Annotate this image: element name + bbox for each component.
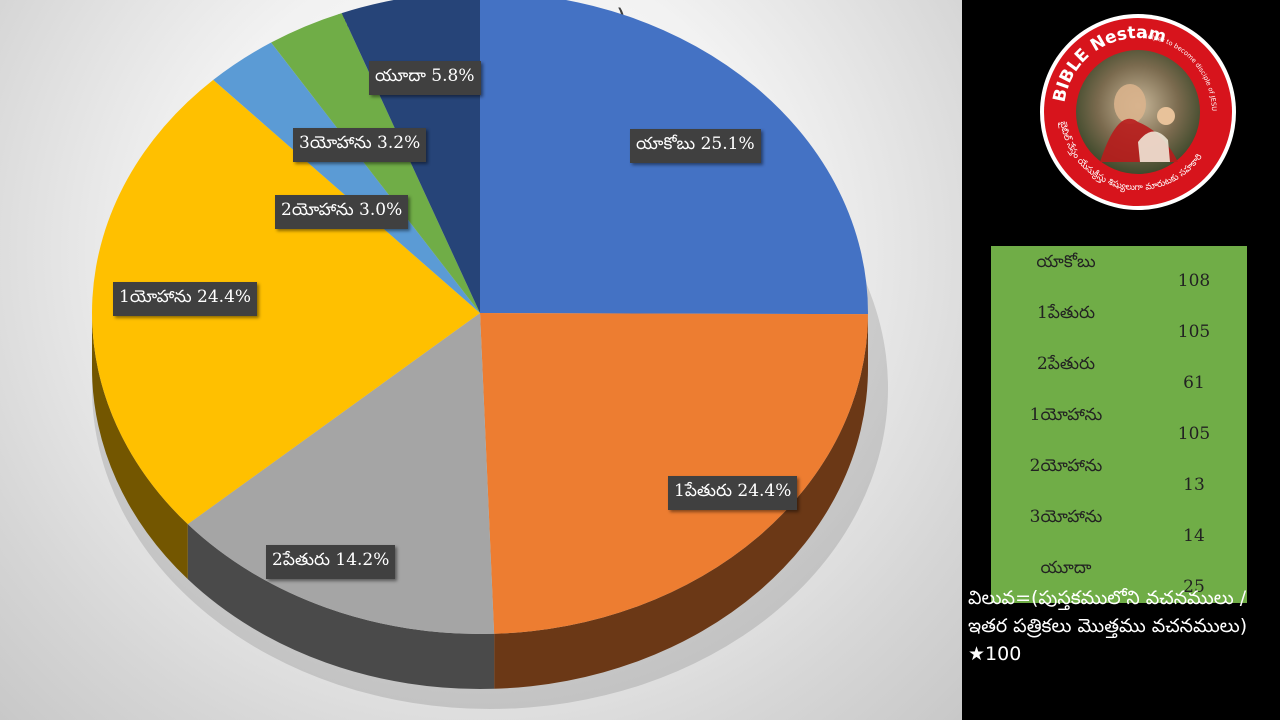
table-row: 1పేతురు 105 — [991, 297, 1247, 348]
pie-slice-1పేతురు — [480, 313, 868, 634]
table-row: 2యోహాను 13 — [991, 450, 1247, 501]
table-verse-count: 105 — [1177, 322, 1211, 342]
table-verse-count: 105 — [1177, 424, 1211, 444]
pie-slice-2పేతురు — [187, 313, 495, 634]
pie-side-2పేతురు — [187, 524, 495, 690]
pie-chart — [92, 0, 868, 690]
pie-slice-3యోహాను — [271, 13, 480, 314]
pie-side-1పేతురు — [494, 314, 868, 689]
table-book-name: యూదా — [1040, 558, 1092, 578]
table-verse-count: 108 — [1177, 271, 1211, 291]
chart-panel: ఇతర పత్రికలు (వచనములు) యాకోబు 25.1%1పేతు… — [0, 0, 962, 720]
slice-label: 1యోహాను 24.4% — [113, 282, 258, 316]
slice-label: 1పేతురు 24.4% — [668, 476, 798, 510]
pie-side-1యోహాను — [92, 313, 188, 580]
table-book-name: 2పేతురు — [1037, 354, 1095, 374]
table-verse-count: 13 — [1183, 475, 1205, 495]
verse-count-table: యాకోబు 108 1పేతురు 105 2పేతురు 61 1యోహాను 105 2య… — [991, 246, 1247, 603]
slice-label: యూదా 5.8% — [369, 61, 481, 95]
pie-slice-2యోహాను — [213, 42, 481, 314]
table-row: యాకోబు 108 — [991, 246, 1247, 297]
slice-label: 2పేతురు 14.2% — [266, 545, 396, 579]
table-row: 3యోహాను 14 — [991, 501, 1247, 552]
formula-text: విలువ=(పుస్తకములోని వచనములు / ఇతర పత్రిక… — [968, 587, 1248, 665]
table-row: 1యోహాను 105 — [991, 399, 1247, 450]
slice-label: 2యోహాను 3.0% — [275, 195, 409, 229]
table-book-name: 1పేతురు — [1037, 303, 1095, 323]
table-verse-count: 61 — [1183, 373, 1205, 393]
pie-slice-1యోహాను — [92, 79, 480, 525]
table-book-name: 2యోహాను — [1029, 456, 1103, 476]
slice-label: 3యోహాను 3.2% — [293, 128, 427, 162]
table-book-name: 3యోహాను — [1029, 507, 1103, 527]
table-row: యూదా 25 — [991, 552, 1247, 603]
table-book-name: 1యోహాను — [1029, 405, 1103, 425]
bible-nestam-logo: BIBLE Nestam Helper to become disciple o… — [1035, 6, 1238, 212]
table-verse-count: 14 — [1183, 526, 1205, 546]
slice-label: యాకోబు 25.1% — [630, 129, 761, 163]
table-book-name: యాకోబు — [1036, 252, 1096, 272]
table-verse-count: 25 — [1183, 577, 1205, 597]
table-row: 2పేతురు 61 — [991, 348, 1247, 399]
